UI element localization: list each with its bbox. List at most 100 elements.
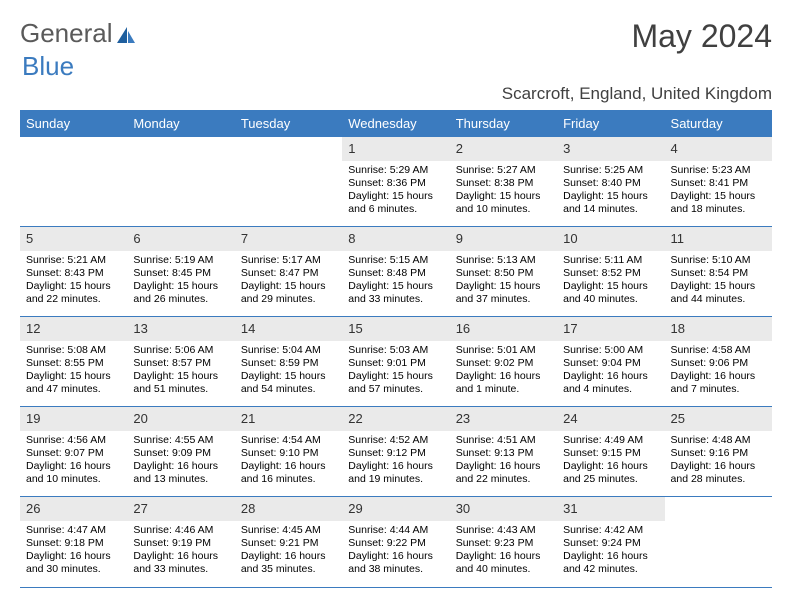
- day-details: Sunrise: 5:04 AMSunset: 8:59 PMDaylight:…: [235, 341, 342, 401]
- calendar-cell: 1 Sunrise: 5:29 AMSunset: 8:36 PMDaylight…: [342, 137, 449, 227]
- day-details: Sunrise: 5:13 AMSunset: 8:50 PMDaylight:…: [450, 251, 557, 311]
- day-number: 12: [26, 321, 40, 336]
- day-details: Sunrise: 5:06 AMSunset: 8:57 PMDaylight:…: [127, 341, 234, 401]
- day-number: 5: [26, 231, 33, 246]
- day-details: Sunrise: 5:01 AMSunset: 9:02 PMDaylight:…: [450, 341, 557, 401]
- day-number-bar: 16: [450, 317, 557, 341]
- day-details: Sunrise: 4:44 AMSunset: 9:22 PMDaylight:…: [342, 521, 449, 581]
- calendar-cell: 18Sunrise: 4:58 AMSunset: 9:06 PMDayligh…: [665, 317, 772, 407]
- day-number: 4: [671, 141, 678, 156]
- day-number: 2: [456, 141, 463, 156]
- day-details: Sunrise: 5:19 AMSunset: 8:45 PMDaylight:…: [127, 251, 234, 311]
- day-details: Sunrise: 5:27 AMSunset: 8:38 PMDaylight:…: [450, 161, 557, 221]
- day-number: 30: [456, 501, 470, 516]
- day-number-bar: 7: [235, 227, 342, 251]
- day-number: 9: [456, 231, 463, 246]
- day-number: 13: [133, 321, 147, 336]
- logo-sail-icon: [115, 25, 137, 45]
- day-header: Wednesday: [342, 111, 449, 137]
- day-number-bar: 11: [665, 227, 772, 251]
- day-details: Sunrise: 5:17 AMSunset: 8:47 PMDaylight:…: [235, 251, 342, 311]
- calendar-week: 1 Sunrise: 5:29 AMSunset: 8:36 PMDaylight…: [20, 137, 772, 227]
- day-number: 16: [456, 321, 470, 336]
- calendar-cell: 8 Sunrise: 5:15 AMSunset: 8:48 PMDaylight…: [342, 227, 449, 317]
- day-number-bar: 9: [450, 227, 557, 251]
- day-number: 1: [348, 141, 355, 156]
- day-details: Sunrise: 4:52 AMSunset: 9:12 PMDaylight:…: [342, 431, 449, 491]
- day-details: Sunrise: 5:29 AMSunset: 8:36 PMDaylight:…: [342, 161, 449, 221]
- day-number-bar: 20: [127, 407, 234, 431]
- day-number-bar: 19: [20, 407, 127, 431]
- day-number-bar: 31: [557, 497, 664, 521]
- day-number: 24: [563, 411, 577, 426]
- day-number: 8: [348, 231, 355, 246]
- day-details: Sunrise: 4:47 AMSunset: 9:18 PMDaylight:…: [20, 521, 127, 581]
- day-number: 23: [456, 411, 470, 426]
- day-number: 6: [133, 231, 140, 246]
- day-number-bar: 2: [450, 137, 557, 161]
- day-number: 22: [348, 411, 362, 426]
- calendar-cell: [127, 137, 234, 227]
- day-number: 29: [348, 501, 362, 516]
- day-header: Tuesday: [235, 111, 342, 137]
- day-details: Sunrise: 5:15 AMSunset: 8:48 PMDaylight:…: [342, 251, 449, 311]
- calendar-cell: 26Sunrise: 4:47 AMSunset: 9:18 PMDayligh…: [20, 497, 127, 587]
- day-header: Sunday: [20, 111, 127, 137]
- subtitle-row: Scarcroft, England, United Kingdom: [20, 84, 772, 104]
- page-title: May 2024: [631, 18, 772, 55]
- day-number-bar: 27: [127, 497, 234, 521]
- day-number-bar: 5: [20, 227, 127, 251]
- day-number-bar: 26: [20, 497, 127, 521]
- day-header: Saturday: [665, 111, 772, 137]
- logo-text-general: General: [20, 18, 113, 49]
- calendar-table: SundayMondayTuesdayWednesdayThursdayFrid…: [20, 111, 772, 587]
- day-number-bar: 25: [665, 407, 772, 431]
- calendar-cell: 21Sunrise: 4:54 AMSunset: 9:10 PMDayligh…: [235, 407, 342, 497]
- day-details: Sunrise: 5:03 AMSunset: 9:01 PMDaylight:…: [342, 341, 449, 401]
- calendar-cell: 10 Sunrise: 5:11 AMSunset: 8:52 PMDayligh…: [557, 227, 664, 317]
- calendar-cell: 9 Sunrise: 5:13 AMSunset: 8:50 PMDaylight…: [450, 227, 557, 317]
- calendar-cell: 16 Sunrise: 5:01 AMSunset: 9:02 PMDayligh…: [450, 317, 557, 407]
- day-details: Sunrise: 5:23 AMSunset: 8:41 PMDaylight:…: [665, 161, 772, 221]
- logo-text-blue: Blue: [22, 51, 74, 82]
- logo: General: [20, 18, 137, 49]
- calendar-header: SundayMondayTuesdayWednesdayThursdayFrid…: [20, 111, 772, 137]
- day-number-bar: 8: [342, 227, 449, 251]
- bottom-divider: [20, 587, 772, 588]
- day-number: 31: [563, 501, 577, 516]
- calendar-cell: 3Sunrise: 5:25 AMSunset: 8:40 PMDaylight…: [557, 137, 664, 227]
- calendar-cell: 4 Sunrise: 5:23 AMSunset: 8:41 PMDaylight…: [665, 137, 772, 227]
- day-number-bar: 24: [557, 407, 664, 431]
- day-header: Friday: [557, 111, 664, 137]
- day-number-bar: 3: [557, 137, 664, 161]
- day-details: Sunrise: 5:08 AMSunset: 8:55 PMDaylight:…: [20, 341, 127, 401]
- day-details: Sunrise: 4:56 AMSunset: 9:07 PMDaylight:…: [20, 431, 127, 491]
- calendar-body: 1 Sunrise: 5:29 AMSunset: 8:36 PMDaylight…: [20, 137, 772, 587]
- day-number: 14: [241, 321, 255, 336]
- day-details: Sunrise: 4:49 AMSunset: 9:15 PMDaylight:…: [557, 431, 664, 491]
- calendar-cell: [20, 137, 127, 227]
- calendar-cell: 11Sunrise: 5:10 AMSunset: 8:54 PMDayligh…: [665, 227, 772, 317]
- calendar-cell: 25Sunrise: 4:48 AMSunset: 9:16 PMDayligh…: [665, 407, 772, 497]
- day-number-bar: 23: [450, 407, 557, 431]
- day-number: 19: [26, 411, 40, 426]
- day-details: Sunrise: 5:11 AMSunset: 8:52 PMDaylight:…: [557, 251, 664, 311]
- day-number-bar: 10: [557, 227, 664, 251]
- day-details: Sunrise: 4:45 AMSunset: 9:21 PMDaylight:…: [235, 521, 342, 581]
- day-header: Thursday: [450, 111, 557, 137]
- calendar-cell: 19 Sunrise: 4:56 AMSunset: 9:07 PMDayligh…: [20, 407, 127, 497]
- day-number-bar: 12: [20, 317, 127, 341]
- calendar-cell: 28Sunrise: 4:45 AMSunset: 9:21 PMDayligh…: [235, 497, 342, 587]
- day-number: 10: [563, 231, 577, 246]
- day-number: 7: [241, 231, 248, 246]
- calendar-cell: 27Sunrise: 4:46 AMSunset: 9:19 PMDayligh…: [127, 497, 234, 587]
- day-number: 11: [671, 231, 685, 246]
- day-details: Sunrise: 4:42 AMSunset: 9:24 PMDaylight:…: [557, 521, 664, 581]
- calendar-cell: 7 Sunrise: 5:17 AMSunset: 8:47 PMDaylight…: [235, 227, 342, 317]
- calendar-cell: 24 Sunrise: 4:49 AMSunset: 9:15 PMDayligh…: [557, 407, 664, 497]
- calendar-cell: 20Sunrise: 4:55 AMSunset: 9:09 PMDayligh…: [127, 407, 234, 497]
- day-number: 3: [563, 141, 570, 156]
- day-number-bar: 29: [342, 497, 449, 521]
- day-number-bar: 28: [235, 497, 342, 521]
- calendar-cell: 15Sunrise: 5:03 AMSunset: 9:01 PMDayligh…: [342, 317, 449, 407]
